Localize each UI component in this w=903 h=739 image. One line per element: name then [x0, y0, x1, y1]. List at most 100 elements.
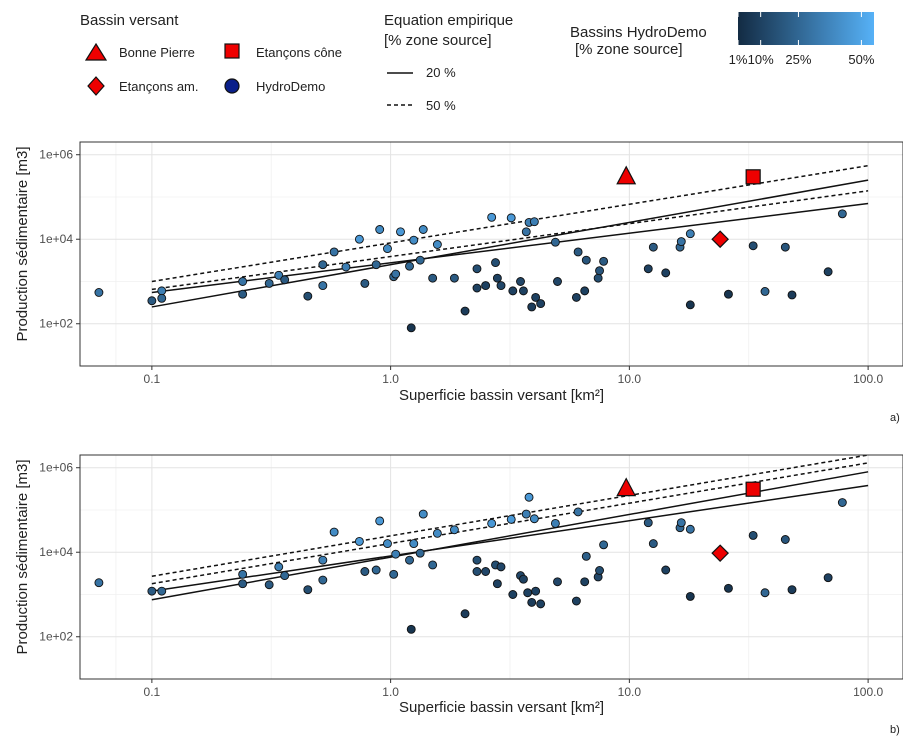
legend-lines-title-2: [% zone source] [384, 32, 492, 49]
hydrodemo-point [823, 573, 833, 583]
x-tick-label: 0.1 [144, 685, 161, 699]
colorbar-tick-label: 1% [729, 52, 748, 67]
hydrodemo-point [524, 492, 534, 502]
point-etancons-am [711, 544, 729, 563]
hydrodemo-point [460, 609, 470, 619]
hydrodemo-point [837, 498, 847, 507]
panel-b: 0.1 1.0 10.0 100.0 1e+02 1e+04 1e+06 Superfici… [14, 454, 903, 736]
hydrodemo-point [685, 524, 695, 534]
hydrodemo-point [354, 234, 364, 244]
hydrodemo-point [492, 579, 502, 589]
hydrodemo-point [375, 225, 385, 234]
panel-a-special-points [616, 165, 761, 249]
hydrodemo-point [341, 262, 351, 272]
hydrodemo-point [432, 240, 442, 249]
point-bonne-pierre [616, 477, 637, 497]
hydrodemo-point [508, 590, 518, 599]
hydrodemo-point [371, 565, 381, 575]
hydrodemo-point [274, 270, 284, 280]
hydrodemo-point [432, 528, 442, 538]
solid-fit-line [151, 202, 869, 294]
hydrodemo-point [571, 596, 581, 606]
hydrodemo-point [492, 273, 502, 283]
hydrodemo-point [595, 566, 604, 575]
hydrodemo-point [472, 555, 482, 565]
hydrodemo-point [391, 269, 401, 279]
circle-icon [224, 78, 240, 94]
hydrodemo-point [581, 551, 591, 561]
hydrodemo-point [157, 586, 167, 596]
hydrodemo-point [661, 268, 671, 278]
hydrodemo-point [529, 217, 539, 227]
hydrodemo-point [147, 586, 157, 596]
legend-lines: Equation empirique [% zone source] 20 % … [384, 12, 513, 113]
legend-label-bonne-pierre: Bonne Pierre [119, 45, 195, 60]
hydrodemo-point [553, 577, 562, 587]
hydrodemo-point [521, 227, 531, 237]
hydrodemo-point [481, 567, 491, 576]
panel-a-grid [80, 142, 903, 366]
hydrodemo-point [780, 535, 790, 544]
legend-color-title-2: [% zone source] [575, 41, 683, 58]
hydrodemo-point [581, 255, 591, 265]
x-tick-label: 100.0 [853, 372, 883, 386]
hydrodemo-point [780, 242, 790, 252]
hydrodemo-point [405, 261, 414, 271]
panel-a-ticks: 0.1 1.0 10.0 100.0 1e+02 1e+04 1e+06 [39, 148, 883, 386]
hydrodemo-point [516, 277, 525, 286]
hydrodemo-point [760, 588, 770, 598]
point-etancons-am [711, 230, 729, 249]
hydrodemo-point [274, 562, 284, 572]
colorbar-tick-label: 10% [748, 52, 774, 67]
point-etancons-cone [745, 169, 761, 185]
hydrodemo-point [391, 549, 401, 559]
hydrodemo-point [94, 578, 104, 588]
hydrodemo-point [518, 574, 528, 584]
hydrodemo-point [521, 509, 531, 519]
hydrodemo-point [303, 291, 313, 301]
hydrodemo-point [405, 555, 414, 565]
hydrodemo-point [406, 624, 416, 634]
hydrodemo-point [472, 264, 482, 274]
y-tick-label: 1e+04 [39, 545, 73, 559]
hydrodemo-point [360, 278, 370, 288]
hydrodemo-point [318, 281, 328, 291]
panel-b-y-axis-title: Production sédimentaire [m3] [14, 459, 31, 654]
panel-b-border [79, 454, 903, 680]
hydrodemo-point [415, 548, 425, 558]
hydrodemo-point [643, 264, 653, 274]
colorbar-tick-label: 25% [785, 52, 811, 67]
hydrodemo-point [550, 518, 560, 528]
hydrodemo-point [94, 288, 104, 297]
panel-a-background [80, 142, 903, 366]
hydrodemo-point [523, 588, 533, 598]
hydrodemo-point [599, 256, 609, 266]
panel-b-points [94, 492, 847, 634]
y-tick-label: 1e+06 [39, 461, 73, 475]
hydrodemo-point [371, 260, 381, 270]
panel-a-points [94, 209, 847, 333]
hydrodemo-point [685, 591, 695, 601]
hydrodemo-point [383, 244, 392, 254]
hydrodemo-point [580, 577, 590, 587]
hydrodemo-point [329, 247, 339, 257]
hydrodemo-point [676, 518, 686, 528]
hydrodemo-point [723, 289, 733, 299]
hydrodemo-point [472, 567, 482, 576]
hydrodemo-point [409, 235, 419, 245]
hydrodemo-point [496, 281, 506, 291]
hydrodemo-point [415, 255, 425, 265]
hydrodemo-point [685, 300, 695, 310]
legend-label-20: 20 % [426, 65, 456, 80]
hydrodemo-point [329, 527, 339, 537]
hydrodemo-point [280, 571, 290, 581]
hydrodemo-point [723, 583, 733, 593]
hydrodemo-point [418, 509, 428, 519]
hydrodemo-point [418, 225, 428, 234]
hydrodemo-point [648, 539, 658, 549]
hydrodemo-point [303, 585, 313, 595]
legend-label-etancons-cone: Etançons cône [256, 45, 342, 60]
hydrodemo-point [648, 242, 658, 252]
point-etancons-cone [745, 481, 761, 497]
hydrodemo-point [375, 516, 385, 526]
